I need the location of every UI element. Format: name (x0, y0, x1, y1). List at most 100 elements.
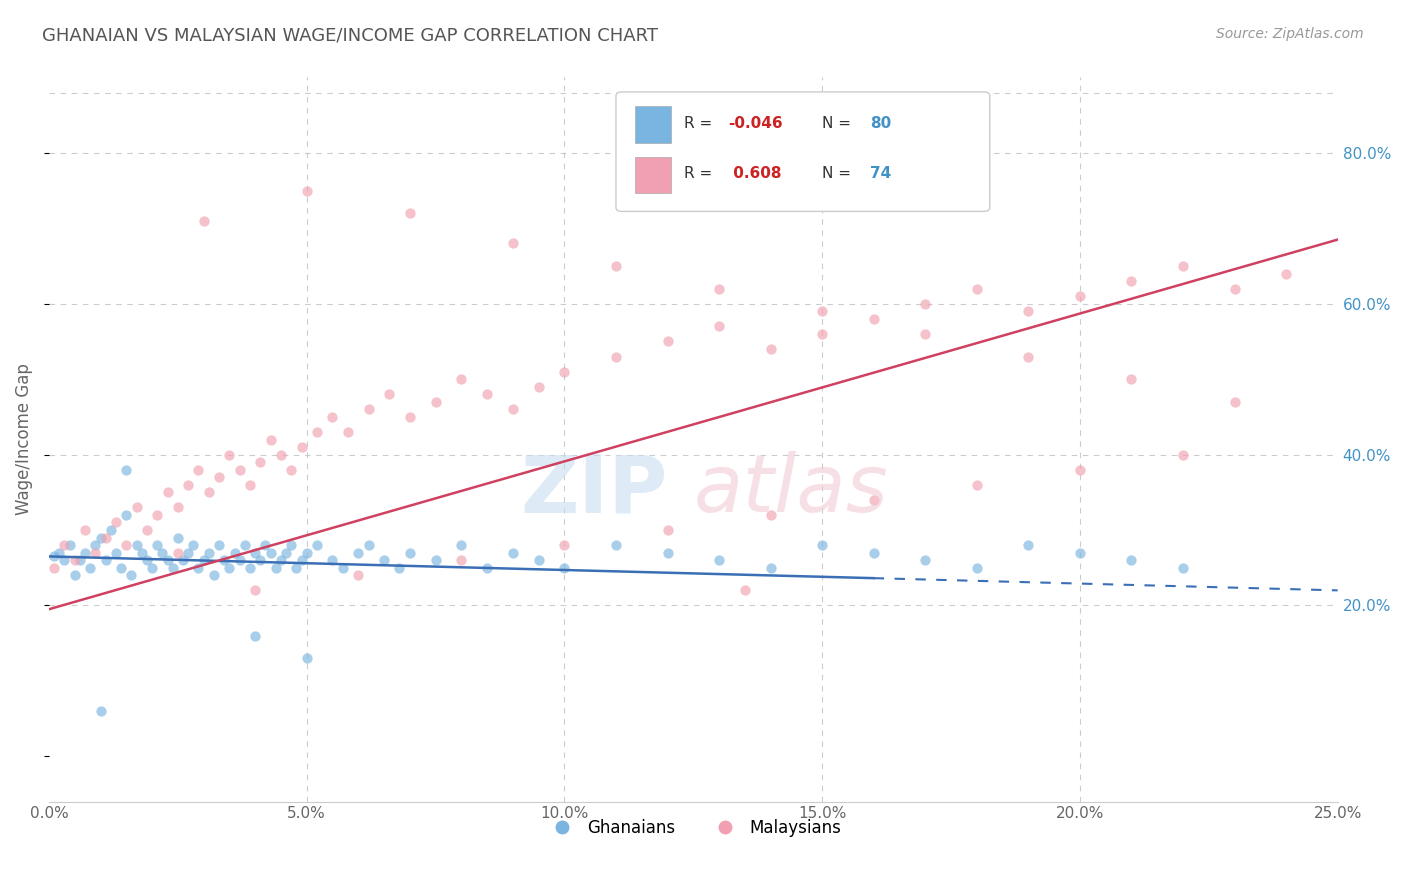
Point (146, 508, 169, 522)
Point (332, 560, 354, 574)
Point (347, 546, 370, 560)
Text: R =: R = (685, 116, 713, 130)
Point (79, 560, 101, 574)
Point (357, 402, 380, 417)
Text: 80: 80 (870, 116, 891, 130)
Point (914, 297, 936, 311)
Point (1223, 282, 1246, 296)
Point (58, 538, 80, 552)
Point (966, 282, 988, 296)
Text: Source: ZipAtlas.com: Source: ZipAtlas.com (1216, 27, 1364, 41)
Point (146, 538, 169, 552)
Point (357, 538, 380, 552)
Point (1171, 448, 1194, 462)
Point (274, 546, 297, 560)
Point (73, 523, 96, 537)
Point (862, 546, 884, 560)
Point (1069, 463, 1091, 477)
Y-axis label: Wage/Income Gap: Wage/Income Gap (15, 364, 32, 516)
Point (811, 538, 834, 552)
Point (156, 553, 179, 567)
Point (63, 553, 86, 567)
Point (264, 560, 287, 574)
Point (759, 560, 782, 574)
Point (502, 236, 524, 251)
Point (280, 463, 302, 477)
Point (475, 387, 498, 401)
Point (425, 394, 447, 409)
Point (1017, 304, 1039, 318)
Point (197, 546, 219, 560)
Point (100, 523, 122, 537)
Point (53, 538, 76, 552)
Point (212, 553, 235, 567)
Point (759, 342, 782, 356)
Point (84, 546, 107, 560)
Text: N =: N = (823, 116, 851, 130)
Point (1171, 259, 1194, 273)
Point (73, 546, 96, 560)
Point (177, 546, 200, 560)
Point (172, 553, 194, 567)
Point (187, 463, 209, 477)
Point (193, 553, 215, 567)
Point (1121, 274, 1143, 288)
Bar (636, 157, 672, 194)
Text: N =: N = (823, 166, 851, 181)
Point (120, 568, 142, 582)
Text: GHANAIAN VS MALAYSIAN WAGE/INCOME GAP CORRELATION CHART: GHANAIAN VS MALAYSIAN WAGE/INCOME GAP CO… (42, 27, 658, 45)
Point (305, 425, 328, 439)
Point (94, 531, 117, 545)
Point (208, 538, 231, 552)
Point (131, 546, 153, 560)
Point (181, 538, 204, 552)
Point (48, 546, 70, 560)
Point (295, 184, 318, 198)
Point (398, 206, 420, 220)
Point (125, 500, 148, 515)
Point (862, 492, 884, 507)
Point (197, 485, 219, 500)
Point (321, 409, 343, 424)
Point (605, 538, 627, 552)
Point (69, 553, 91, 567)
Point (502, 546, 524, 560)
Point (966, 477, 988, 491)
Point (1171, 560, 1194, 574)
Point (104, 516, 127, 530)
Text: 74: 74 (870, 166, 891, 181)
Point (166, 546, 188, 560)
Text: -0.046: -0.046 (728, 116, 783, 130)
Point (233, 538, 256, 552)
Point (285, 560, 308, 574)
Point (321, 553, 343, 567)
Point (657, 523, 679, 537)
Point (125, 538, 148, 552)
Point (115, 463, 138, 477)
Point (104, 546, 127, 560)
Point (166, 531, 188, 545)
Point (398, 409, 420, 424)
Point (290, 440, 312, 454)
Point (388, 560, 411, 574)
Point (527, 553, 550, 567)
Point (208, 470, 231, 484)
Point (270, 448, 292, 462)
Point (94, 553, 117, 567)
Point (707, 282, 730, 296)
Point (378, 387, 401, 401)
Text: 0.608: 0.608 (728, 166, 782, 181)
Point (156, 485, 179, 500)
Point (657, 546, 679, 560)
Bar (636, 106, 672, 143)
Point (290, 553, 312, 567)
Point (450, 538, 472, 552)
Point (1275, 267, 1298, 281)
Point (254, 538, 277, 552)
Point (914, 553, 936, 567)
Text: atlas: atlas (693, 451, 889, 529)
FancyBboxPatch shape (616, 92, 990, 211)
Point (243, 546, 266, 560)
Point (475, 560, 498, 574)
Point (42, 560, 65, 574)
